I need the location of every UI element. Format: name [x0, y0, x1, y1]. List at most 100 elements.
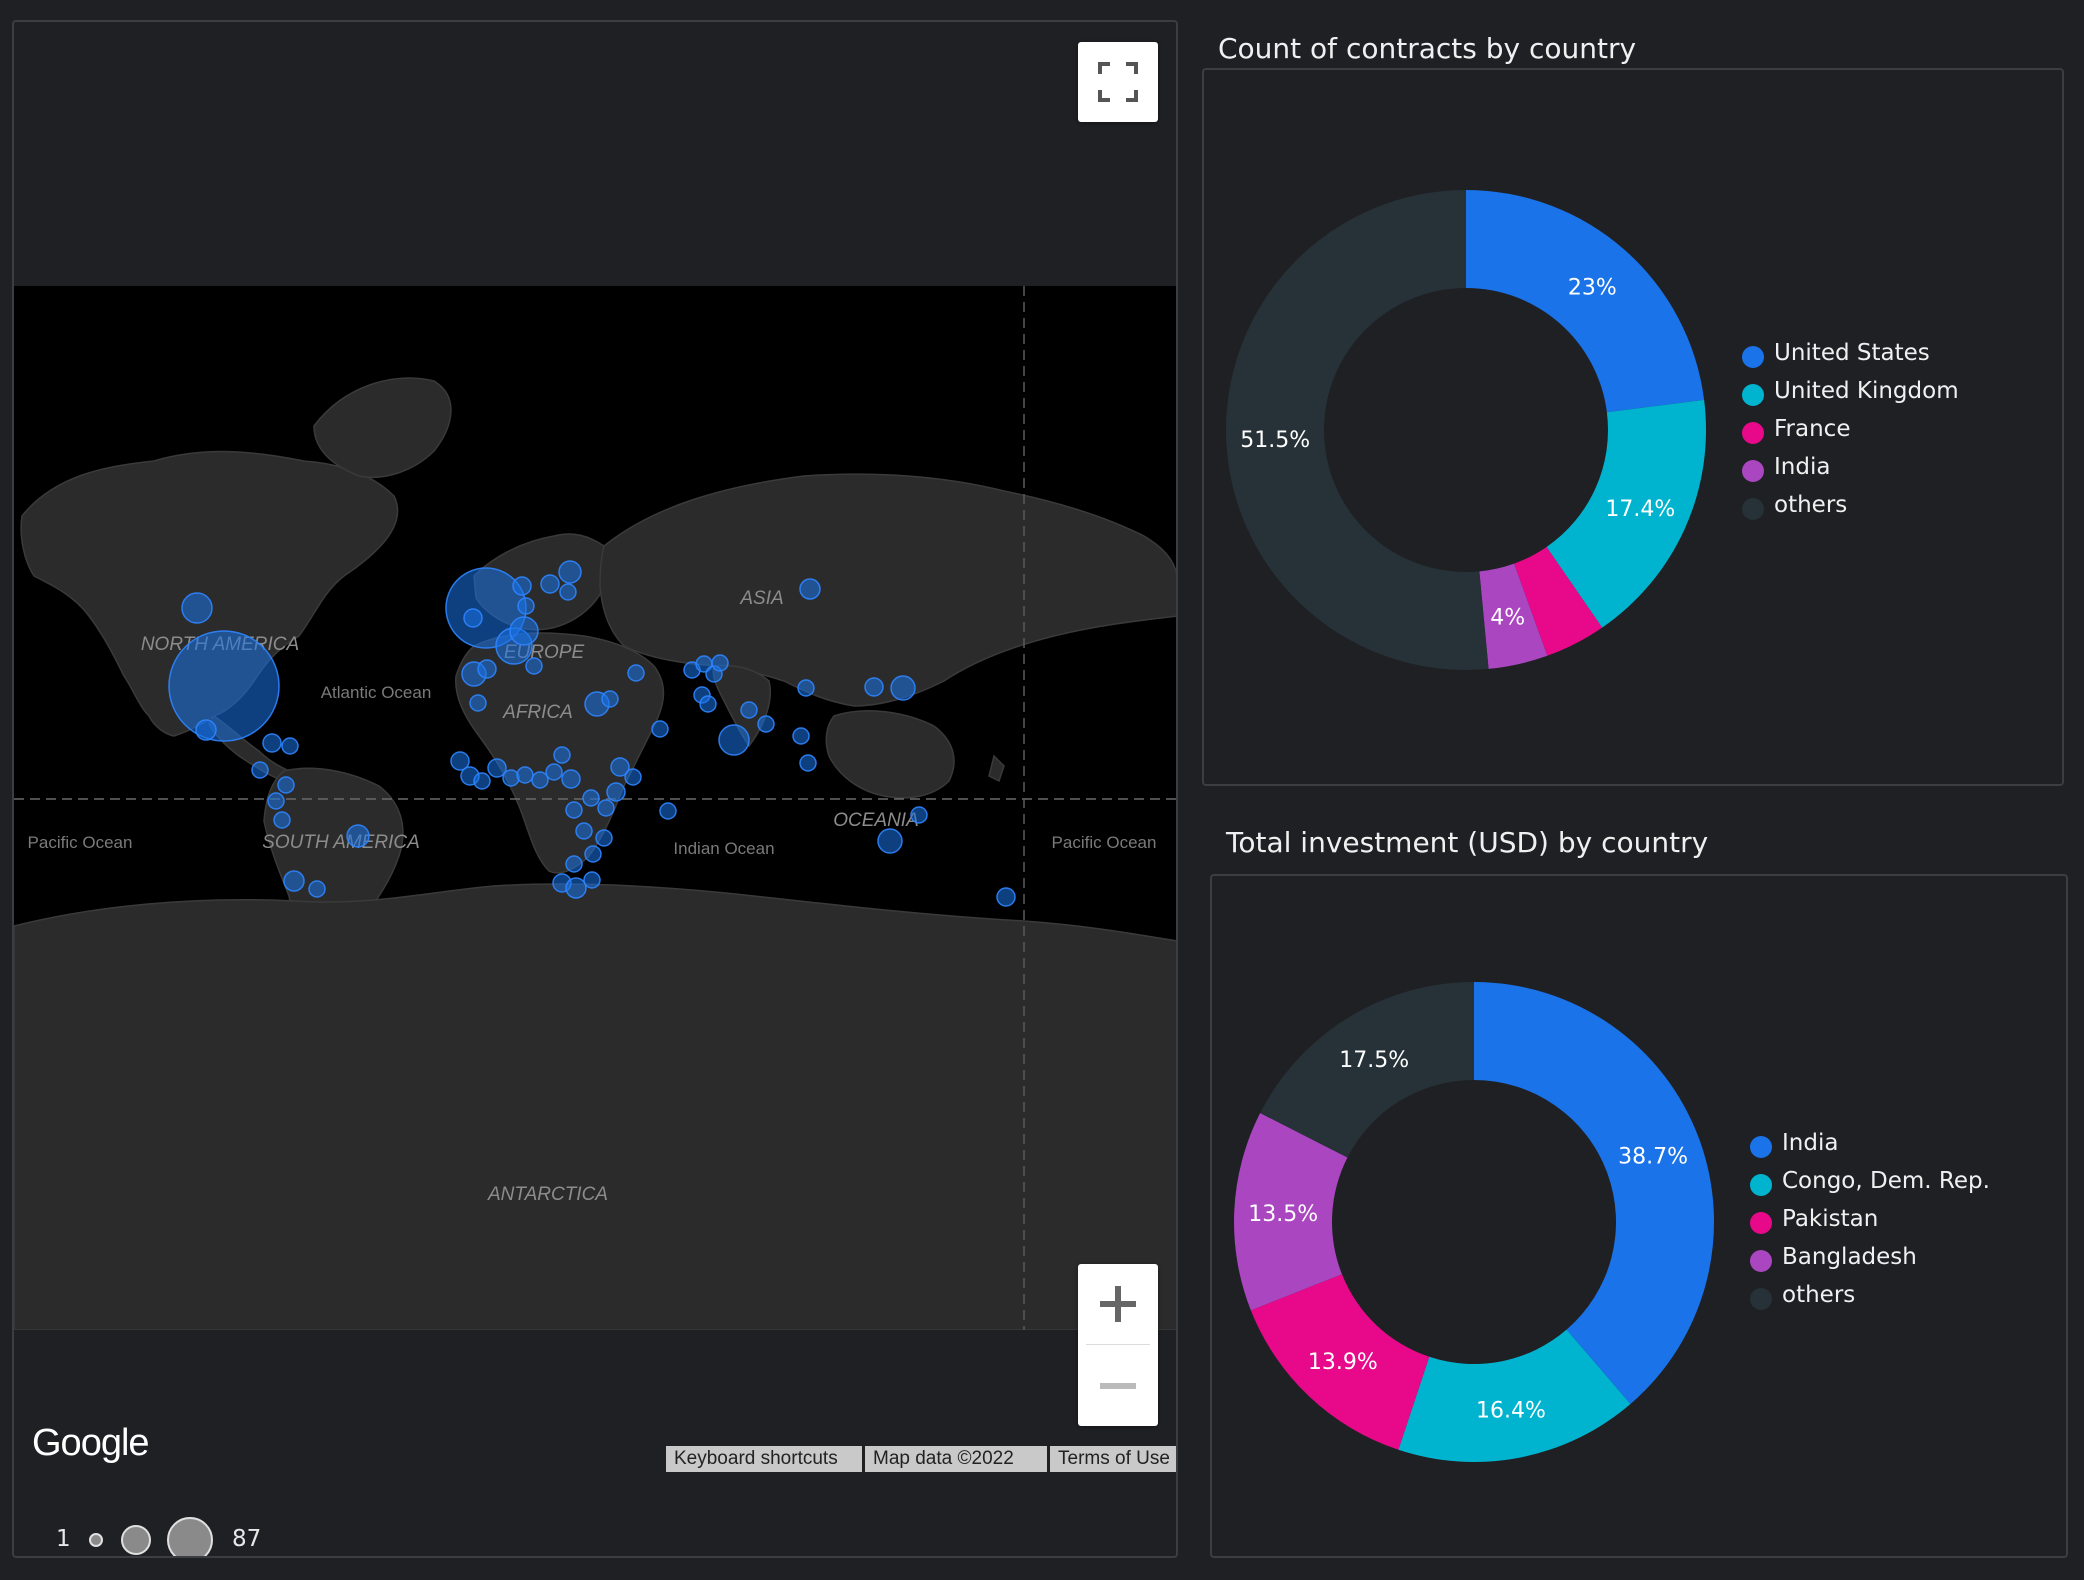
map-bubble[interactable]: [561, 769, 581, 789]
map-bubble[interactable]: [463, 608, 483, 628]
donut-slice-france[interactable]: [1514, 546, 1603, 656]
map-bubble[interactable]: [624, 768, 642, 786]
keyboard-shortcuts-link[interactable]: Keyboard shortcuts: [666, 1446, 862, 1472]
donut-slice-pakistan[interactable]: [1250, 1274, 1430, 1450]
map-bubble[interactable]: [308, 880, 326, 898]
map-bubble[interactable]: [450, 751, 470, 771]
map-bubble[interactable]: [565, 801, 583, 819]
map-bubble[interactable]: [273, 811, 291, 829]
donut-slice-others[interactable]: [1260, 982, 1474, 1158]
data-label-pakistan: 13.9%: [1308, 1350, 1378, 1375]
map-bubble[interactable]: [910, 806, 928, 824]
map-bubble[interactable]: [792, 727, 810, 745]
map-bubble[interactable]: [525, 657, 543, 675]
legend-label: Pakistan: [1782, 1206, 1879, 1232]
legend-label: others: [1774, 492, 1848, 518]
data-label-congo-dem-rep: 16.4%: [1476, 1398, 1546, 1423]
map-bubble[interactable]: [799, 578, 821, 600]
map-bubble[interactable]: [469, 694, 487, 712]
map-bubble[interactable]: [659, 802, 677, 820]
map-bubble[interactable]: [610, 757, 630, 777]
map-bubble[interactable]: [565, 855, 583, 873]
map-bubble[interactable]: [575, 822, 593, 840]
map-bubble[interactable]: [502, 769, 520, 787]
map-bubble[interactable]: [516, 766, 534, 784]
map-bubble[interactable]: [718, 724, 750, 756]
contracts-donut-chart[interactable]: 23% 17.4% 4% 51.5%: [1204, 70, 2062, 784]
map-bubble[interactable]: [711, 654, 729, 672]
map-bubble[interactable]: [181, 592, 213, 624]
map-bubble[interactable]: [996, 887, 1016, 907]
donut-slice-united-kingdom[interactable]: [1546, 399, 1706, 628]
map-bubble[interactable]: [595, 829, 613, 847]
donut-slice-india[interactable]: [1479, 563, 1548, 669]
donut-slice-bangladesh[interactable]: [1234, 1113, 1348, 1311]
map-bubble[interactable]: [531, 771, 549, 789]
terms-of-use-link[interactable]: Terms of Use: [1050, 1446, 1176, 1472]
data-label-others: 17.5%: [1339, 1048, 1409, 1073]
map-bubble[interactable]: [281, 737, 299, 755]
map-bubble[interactable]: [877, 828, 903, 854]
data-label-others: 51.5%: [1240, 428, 1310, 453]
map-data-link[interactable]: Map data ©2022: [865, 1446, 1047, 1472]
map-bubble[interactable]: [517, 597, 535, 615]
map-bubble[interactable]: [584, 845, 602, 863]
map-bubble[interactable]: [582, 789, 600, 807]
ocean-label-pacific-east: Pacific Ocean: [1052, 833, 1157, 852]
map-bubble[interactable]: [606, 782, 626, 802]
bubble-size-legend: 1 87: [44, 1512, 284, 1556]
map-bubble[interactable]: [699, 695, 717, 713]
legend-swatch: [1742, 460, 1764, 482]
map-bubble[interactable]: [565, 877, 587, 899]
map-bubble[interactable]: [799, 754, 817, 772]
map-bubble[interactable]: [597, 799, 615, 817]
map-bubble[interactable]: [277, 776, 295, 794]
map-bubble[interactable]: [559, 583, 577, 601]
map-bubble[interactable]: [583, 871, 601, 889]
data-label-united-kingdom: 17.4%: [1605, 497, 1675, 522]
donut-slice-india[interactable]: [1474, 982, 1714, 1405]
legend-label: France: [1774, 416, 1851, 442]
map-bubble[interactable]: [512, 576, 532, 596]
map-bubble[interactable]: [553, 746, 571, 764]
fullscreen-button[interactable]: [1078, 42, 1158, 122]
map-bubble[interactable]: [864, 677, 884, 697]
contracts-chart-panel: 23% 17.4% 4% 51.5% United States United King…: [1202, 68, 2064, 786]
donut-slice-congo-dem-rep[interactable]: [1398, 1329, 1631, 1462]
map-bubble[interactable]: [267, 792, 285, 810]
fullscreen-icon: [1098, 62, 1138, 102]
map-bubble[interactable]: [251, 761, 269, 779]
world-map[interactable]: NORTH AMERICA SOUTH AMERICA EUROPE AFRIC…: [14, 286, 1178, 1330]
map-bubble[interactable]: [757, 715, 775, 733]
map-bubble[interactable]: [283, 870, 305, 892]
map-bubble[interactable]: [890, 675, 916, 701]
map-bubble[interactable]: [651, 720, 669, 738]
map-bubble[interactable]: [346, 824, 370, 848]
map-bubble[interactable]: [558, 560, 582, 584]
map-bubble[interactable]: [797, 679, 815, 697]
map-bubble[interactable]: [168, 630, 280, 742]
ocean-label-pacific-west: Pacific Ocean: [28, 833, 133, 852]
map-bubble[interactable]: [477, 659, 497, 679]
map-bubbles[interactable]: [168, 560, 1016, 907]
map-bubble[interactable]: [740, 701, 758, 719]
map-bubble[interactable]: [540, 574, 560, 594]
zoom-out-button[interactable]: [1078, 1346, 1158, 1426]
ocean-label-indian: Indian Ocean: [673, 839, 774, 858]
google-logo[interactable]: Google: [32, 1422, 150, 1464]
donut-slice-united-states[interactable]: [1466, 190, 1705, 413]
map-bubble[interactable]: [473, 772, 491, 790]
map-bubble[interactable]: [601, 690, 619, 708]
world-map-canvas[interactable]: NORTH AMERICA SOUTH AMERICA EUROPE AFRIC…: [14, 286, 1178, 1330]
map-bubble[interactable]: [509, 616, 539, 646]
map-bubble[interactable]: [487, 758, 507, 778]
map-bubble[interactable]: [627, 664, 645, 682]
donut-slice-others[interactable]: [1226, 190, 1489, 670]
investment-donut-chart[interactable]: 38.7% 16.4% 13.9% 13.5% 17.5%: [1212, 876, 2066, 1556]
map-label-south-america: SOUTH AMERICA: [262, 832, 420, 853]
map-bubble[interactable]: [545, 763, 563, 781]
zoom-in-button[interactable]: [1078, 1264, 1158, 1344]
map-bubble[interactable]: [262, 733, 282, 753]
map-label-oceania: OCEANIA: [833, 810, 919, 831]
map-bubble[interactable]: [195, 719, 217, 741]
